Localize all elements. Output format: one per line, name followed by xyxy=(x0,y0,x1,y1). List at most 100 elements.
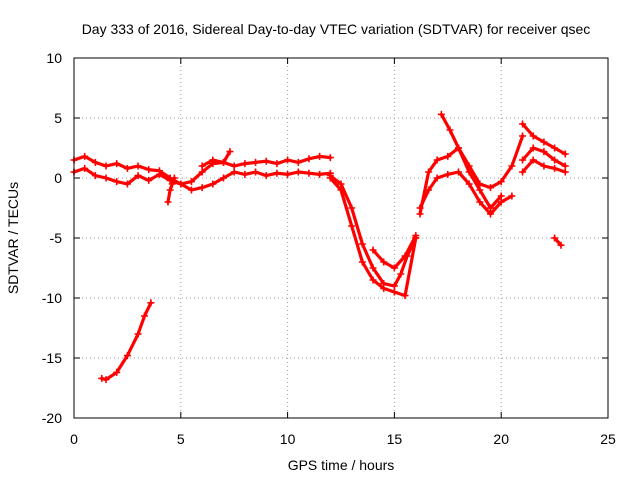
data-point xyxy=(529,156,537,164)
data-point xyxy=(284,156,292,164)
data-point xyxy=(198,162,206,170)
data-point xyxy=(170,174,178,182)
data-point xyxy=(561,168,569,176)
series-line xyxy=(553,236,563,247)
data-point xyxy=(551,234,559,242)
data-point xyxy=(348,204,356,212)
series-track-g xyxy=(416,168,516,218)
data-point xyxy=(113,178,121,186)
data-point xyxy=(433,156,441,164)
data-point xyxy=(198,184,206,192)
data-point xyxy=(241,170,249,178)
series-track-i xyxy=(519,120,569,158)
data-point xyxy=(412,232,420,240)
data-point xyxy=(134,172,142,180)
series-track-l xyxy=(551,234,565,249)
data-point xyxy=(337,180,345,188)
data-point xyxy=(497,192,505,200)
data-point xyxy=(305,155,313,163)
data-point xyxy=(262,172,270,180)
data-point xyxy=(81,164,89,172)
data-point xyxy=(529,132,537,140)
data-point xyxy=(416,204,424,212)
series-track-o xyxy=(198,148,234,170)
data-point xyxy=(519,120,527,128)
data-point xyxy=(390,288,398,296)
data-point xyxy=(113,368,121,376)
data-point xyxy=(425,186,433,194)
data-point xyxy=(358,240,366,248)
data-point xyxy=(168,180,176,188)
data-point xyxy=(551,164,559,172)
data-point xyxy=(230,162,238,170)
data-point xyxy=(102,174,110,182)
y-axis-label: SDTVAR / TECUs xyxy=(5,182,21,294)
x-tick-label: 25 xyxy=(600,431,616,447)
data-point xyxy=(164,198,172,206)
x-tick-label: 0 xyxy=(70,431,78,447)
data-point xyxy=(416,210,424,218)
data-point xyxy=(508,192,516,200)
x-tick-label: 15 xyxy=(387,431,403,447)
data-point xyxy=(519,168,527,176)
data-point xyxy=(316,170,324,178)
data-point xyxy=(444,152,452,160)
series-track-h xyxy=(437,110,505,212)
grid xyxy=(74,58,608,418)
data-point xyxy=(198,168,206,176)
data-point xyxy=(187,186,195,194)
series-track-j xyxy=(519,144,569,170)
data-point xyxy=(380,284,388,292)
data-point xyxy=(401,252,409,260)
data-point xyxy=(316,152,324,160)
data-point xyxy=(305,169,313,177)
data-point xyxy=(540,138,548,146)
data-point xyxy=(187,178,195,186)
data-point xyxy=(369,276,377,284)
data-point xyxy=(81,152,89,160)
data-point xyxy=(284,170,292,178)
data-point xyxy=(102,376,110,384)
data-point xyxy=(487,184,495,192)
data-point xyxy=(241,160,249,168)
data-point xyxy=(252,158,260,166)
data-point xyxy=(369,246,377,254)
data-point xyxy=(220,158,228,166)
y-tick-label: 5 xyxy=(54,110,62,126)
data-point xyxy=(433,174,441,182)
data-point xyxy=(273,169,281,177)
data-point xyxy=(454,168,462,176)
data-point xyxy=(348,222,356,230)
data-point xyxy=(454,144,462,152)
data-point xyxy=(113,160,121,168)
data-point xyxy=(561,150,569,158)
data-point xyxy=(437,110,445,118)
data-point xyxy=(252,168,260,176)
data-point xyxy=(540,162,548,170)
data-point xyxy=(551,144,559,152)
data-point xyxy=(380,258,388,266)
data-point xyxy=(230,168,238,176)
data-point xyxy=(294,168,302,176)
data-point xyxy=(177,180,185,188)
data-point xyxy=(220,174,228,182)
data-point xyxy=(540,148,548,156)
x-axis-label: GPS time / hours xyxy=(288,457,395,473)
y-tick-label: -15 xyxy=(42,350,62,366)
series-track-m xyxy=(98,299,155,384)
data-point xyxy=(561,162,569,170)
data-point xyxy=(209,180,217,188)
data-point xyxy=(397,270,405,278)
data-point xyxy=(166,186,174,194)
y-tick-label: -20 xyxy=(42,410,62,426)
data-point xyxy=(145,176,153,184)
data-point xyxy=(465,168,473,176)
series-line xyxy=(200,150,232,168)
data-point xyxy=(326,174,334,182)
data-point xyxy=(134,162,142,170)
series-line xyxy=(166,176,176,204)
data-point xyxy=(123,164,131,172)
tick-labels: 0 5 10 15 20 25 -20 -15 -10 -5 0 5 10 xyxy=(42,50,616,447)
data-point xyxy=(390,264,398,272)
x-tick-label: 5 xyxy=(177,431,185,447)
